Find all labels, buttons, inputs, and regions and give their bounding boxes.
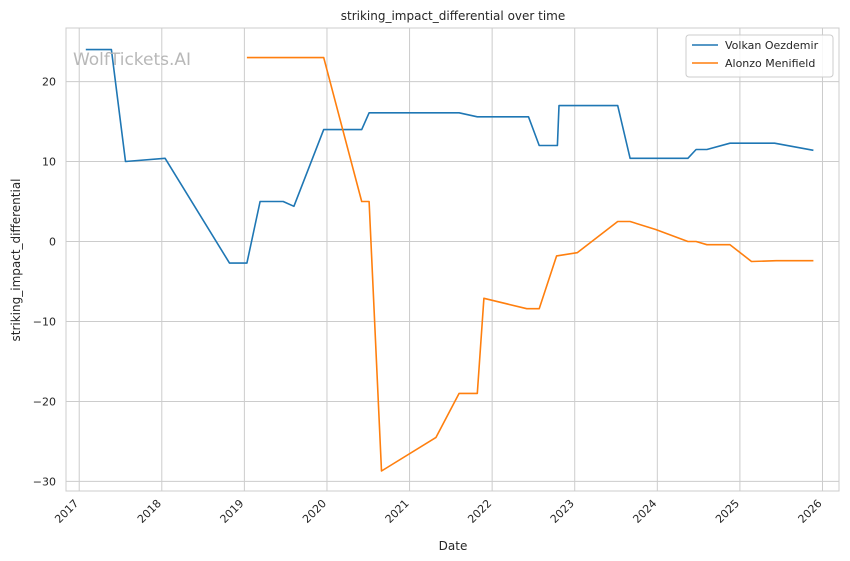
legend: Volkan Oezdemir Alonzo Menifield bbox=[685, 34, 834, 78]
x-axis-label: Date bbox=[439, 539, 468, 553]
y-tick-label: 20 bbox=[42, 76, 56, 89]
y-tick-label: −30 bbox=[33, 475, 56, 488]
y-axis-ticks: −30 −20 −10 0 10 20 bbox=[33, 76, 56, 489]
series-line-alonzo-menifield bbox=[246, 56, 814, 472]
legend-label-alonzo-menifield: Alonzo Menifield bbox=[725, 57, 815, 70]
legend-box bbox=[685, 34, 834, 78]
plot-area bbox=[66, 28, 839, 491]
series-lines bbox=[85, 48, 814, 472]
legend-label-volkan-oezdemir: Volkan Oezdemir bbox=[725, 39, 819, 52]
y-tick-label: −10 bbox=[33, 315, 56, 328]
y-tick-label: 0 bbox=[49, 236, 56, 249]
y-axis-label: striking_impact_differential bbox=[9, 178, 23, 341]
y-tick-label: 10 bbox=[42, 156, 56, 169]
y-tick-label: −20 bbox=[33, 395, 56, 408]
watermark: WolfTickets.AI bbox=[73, 50, 191, 70]
gridlines bbox=[66, 28, 839, 491]
series-line-volkan-oezdemir bbox=[85, 48, 814, 264]
plot-frame bbox=[65, 27, 840, 492]
chart-title: striking_impact_differential over time bbox=[341, 9, 566, 23]
